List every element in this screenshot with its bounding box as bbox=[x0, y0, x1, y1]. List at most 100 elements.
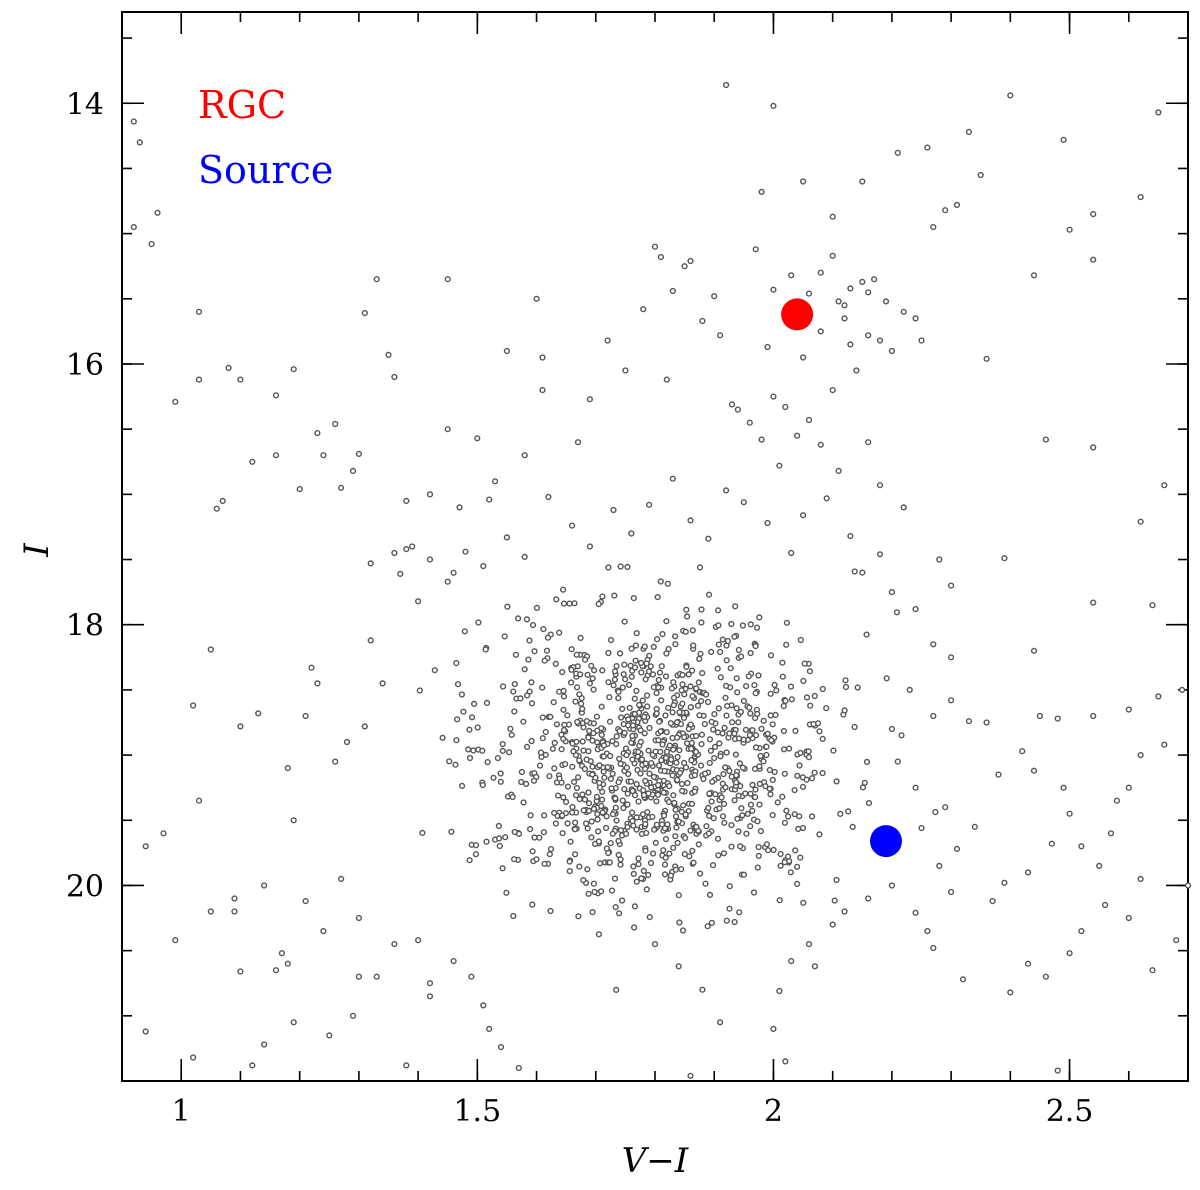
star-point bbox=[722, 784, 729, 791]
star-point bbox=[819, 735, 826, 743]
star-point bbox=[716, 648, 724, 656]
star-point bbox=[758, 436, 765, 443]
star-point bbox=[989, 897, 996, 905]
star-point bbox=[953, 201, 961, 209]
star-point bbox=[700, 775, 707, 783]
star-point bbox=[480, 1002, 487, 1009]
star-point bbox=[691, 788, 698, 795]
star-point bbox=[687, 704, 694, 711]
star-point bbox=[142, 1028, 149, 1035]
rgc-point bbox=[781, 298, 814, 331]
star-point bbox=[847, 285, 854, 292]
star-point bbox=[552, 660, 559, 668]
star-point bbox=[776, 897, 783, 904]
star-point bbox=[647, 859, 655, 867]
star-point bbox=[391, 373, 398, 381]
star-point bbox=[716, 740, 723, 747]
star-point bbox=[504, 603, 511, 610]
star-point bbox=[608, 785, 615, 792]
star-point bbox=[653, 710, 660, 717]
star-point bbox=[591, 888, 598, 896]
star-point bbox=[580, 747, 587, 754]
star-point bbox=[195, 308, 203, 315]
star-point bbox=[207, 646, 214, 653]
star-point bbox=[656, 669, 664, 676]
star-point bbox=[782, 697, 789, 705]
star-point bbox=[1125, 784, 1132, 791]
star-point bbox=[658, 821, 666, 828]
star-point bbox=[771, 768, 778, 776]
star-point bbox=[637, 659, 645, 667]
star-point bbox=[172, 398, 179, 405]
star-point bbox=[870, 276, 878, 283]
star-point bbox=[671, 799, 678, 807]
star-point bbox=[727, 665, 734, 672]
star-point bbox=[514, 615, 522, 622]
star-point bbox=[863, 631, 870, 638]
star-point bbox=[641, 643, 648, 650]
star-point bbox=[745, 673, 752, 680]
star-point bbox=[503, 889, 510, 896]
star-point bbox=[638, 669, 645, 676]
star-point bbox=[715, 705, 722, 712]
star-point bbox=[314, 680, 321, 687]
star-point bbox=[509, 793, 516, 801]
star-point bbox=[769, 776, 776, 784]
star-point bbox=[650, 643, 657, 651]
star-point bbox=[674, 776, 681, 784]
star-point bbox=[688, 739, 696, 747]
star-point bbox=[1125, 706, 1132, 713]
star-point bbox=[579, 705, 586, 713]
star-point bbox=[932, 808, 939, 816]
star-point bbox=[758, 725, 765, 732]
star-point bbox=[588, 662, 595, 669]
star-point bbox=[290, 366, 297, 373]
star-point bbox=[788, 549, 795, 557]
star-point bbox=[708, 919, 716, 926]
star-point bbox=[714, 729, 722, 736]
source-point bbox=[870, 825, 902, 858]
star-point bbox=[788, 272, 795, 279]
star-point bbox=[539, 714, 546, 721]
star-point bbox=[739, 622, 747, 629]
star-point bbox=[696, 655, 703, 663]
star-point bbox=[547, 713, 554, 721]
star-point bbox=[823, 495, 830, 502]
star-point bbox=[549, 745, 557, 752]
star-point bbox=[731, 633, 738, 640]
star-point bbox=[715, 641, 722, 648]
star-point bbox=[629, 722, 637, 729]
star-point bbox=[630, 863, 637, 870]
star-point bbox=[444, 276, 451, 283]
star-point bbox=[663, 729, 670, 736]
star-point bbox=[646, 724, 653, 732]
star-point bbox=[680, 802, 687, 809]
star-point bbox=[621, 729, 628, 737]
star-point bbox=[735, 792, 742, 799]
star-point bbox=[876, 337, 884, 344]
star-point bbox=[523, 692, 531, 699]
star-point bbox=[752, 732, 760, 739]
star-point bbox=[691, 772, 698, 779]
star-point bbox=[912, 605, 919, 613]
star-point bbox=[719, 636, 726, 643]
star-point bbox=[1107, 830, 1115, 837]
star-point bbox=[596, 779, 603, 787]
star-point bbox=[617, 760, 624, 767]
star-point bbox=[599, 809, 606, 816]
star-point bbox=[623, 764, 631, 771]
star-point bbox=[657, 748, 664, 755]
star-point bbox=[754, 710, 761, 718]
star-point bbox=[747, 790, 754, 797]
star-point bbox=[520, 799, 527, 806]
star-point bbox=[763, 743, 770, 750]
star-point bbox=[612, 903, 619, 911]
star-point bbox=[787, 683, 795, 690]
star-point bbox=[831, 897, 838, 904]
star-point bbox=[755, 852, 762, 860]
star-point bbox=[655, 676, 662, 684]
star-point bbox=[652, 839, 659, 847]
star-point bbox=[1030, 767, 1038, 774]
star-point bbox=[847, 532, 854, 540]
star-point bbox=[618, 897, 626, 904]
